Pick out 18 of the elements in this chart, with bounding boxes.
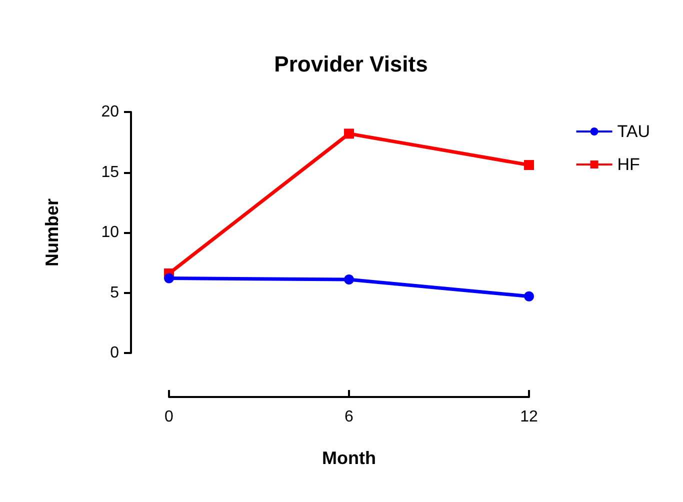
y-tick-label: 20 [101,104,120,120]
chart-title: Provider Visits [274,52,428,76]
point [344,274,354,284]
y-tick-label: 10 [101,224,120,241]
x-tick-label: 6 [344,408,354,426]
y-axis-title: Number [42,198,62,267]
y-tick-label: 15 [101,164,120,181]
x-axis-title: Month [322,448,376,468]
x-tick-label: 0 [164,408,174,426]
point [164,273,174,284]
point [344,128,354,139]
legend-label: TAU [617,122,650,141]
y-tick-label: 0 [110,344,120,362]
y-tick-label: 5 [110,284,120,302]
legend-label: HF [617,155,640,174]
x-tick-label: 12 [520,408,538,426]
point [524,160,534,170]
point [524,291,534,302]
